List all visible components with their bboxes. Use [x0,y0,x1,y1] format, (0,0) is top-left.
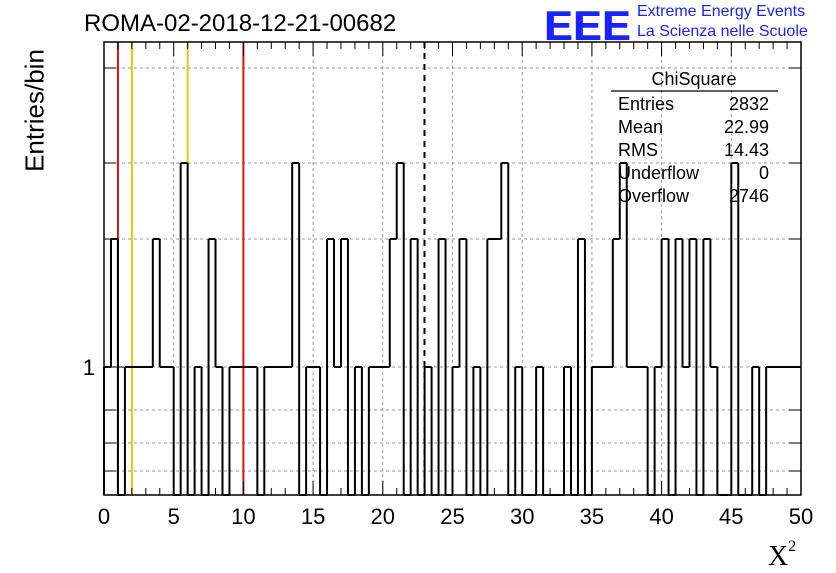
stats-row-label: Mean [618,117,663,137]
x-tick-label: 30 [510,504,534,529]
eee-logo: EEE [544,2,632,49]
x-tick-label: 25 [440,504,464,529]
y-tick-label: 1 [83,355,95,380]
x-axis-label-base: X [768,541,789,572]
x-tick-label: 35 [580,504,604,529]
x-axis-label-sup: 2 [788,538,797,555]
stats-row-value: 14.43 [724,140,769,160]
x-axis-label: X2 [768,538,796,573]
logo-text-line1: Extreme Energy Events [637,3,806,20]
stats-row-label: Overflow [618,186,690,206]
stats-row-label: Underflow [618,163,700,183]
stats-row-value: 2832 [729,94,769,114]
stats-row-label: Entries [618,94,674,114]
axis-ticks [103,42,802,495]
stats-title: ChiSquare [651,69,736,89]
logo-text-line2: La Scienza nelle Scuole [637,23,808,40]
stats-row-value: 22.99 [724,117,769,137]
x-tick-label: 45 [719,504,743,529]
x-tick-label: 5 [168,504,180,529]
stats-row-value: 0 [759,163,769,183]
page-title: ROMA-02-2018-12-21-00682 [84,10,397,37]
x-tick-label: 0 [98,504,110,529]
x-tick-label: 40 [649,504,673,529]
x-tick-label: 15 [301,504,325,529]
histogram-series [103,162,801,496]
stats-row-value: 2746 [729,186,769,206]
axis-tick-labels: 0 5 10 15 20 25 30 35 40 45 50 1 [83,355,813,529]
stats-box: ChiSquare Entries 2832 Mean 22.99 RMS 14.43 Und… [611,69,778,206]
x-tick-label: 20 [371,504,395,529]
x-tick-label: 50 [789,504,813,529]
stats-row-label: RMS [618,140,658,160]
x-tick-label: 10 [231,504,255,529]
reference-lines [116,42,426,495]
